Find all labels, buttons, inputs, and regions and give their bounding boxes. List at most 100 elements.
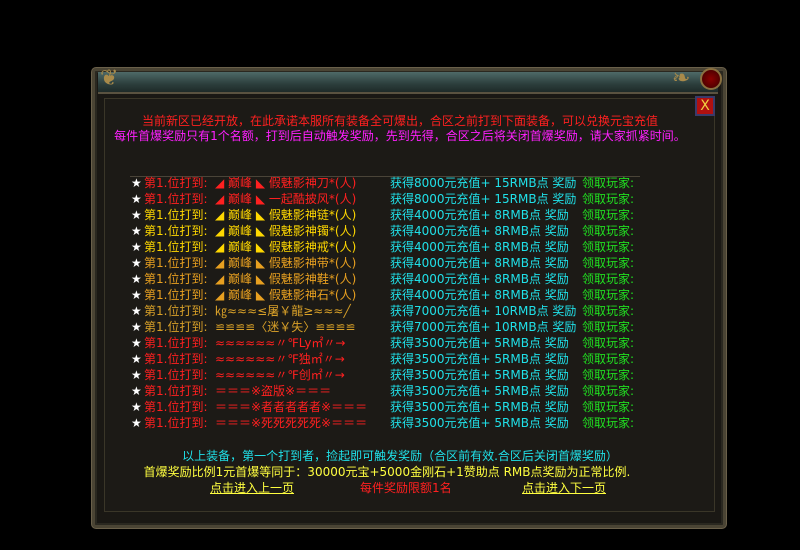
rank-label: 第1.位打到: [144, 400, 208, 414]
star-icon: ★ [131, 288, 142, 302]
star-icon: ★ [131, 336, 142, 350]
item-name: ＝＝＝※盗版※＝＝＝ [215, 384, 332, 398]
reward-text: 获得7000元充值+ 10RMB点 奖励 [390, 304, 577, 318]
footer-ratio: 首爆奖励比例1元首爆等同于：30000元宝+5000金刚石+1赞助点 RMB点奖… [143, 465, 631, 479]
item-name: ◢ 巅峰 ◣ 假魅影神刀*(人) [215, 176, 357, 190]
player-label: 领取玩家: [582, 192, 635, 206]
player-label: 领取玩家: [582, 240, 635, 254]
reward-text: 获得4000元充值+ 8RMB点 奖励 [390, 224, 569, 238]
item-name: ≈≈≈≈≈≈〃℉Ly㎡〃→ [215, 336, 346, 350]
reward-text: 获得3500元充值+ 5RMB点 奖励 [390, 352, 569, 366]
star-icon: ★ [131, 352, 142, 366]
item-name: ◢ 巅峰 ◣ 假魅影神鞋*(人) [215, 272, 357, 286]
star-icon: ★ [131, 384, 142, 398]
reward-text: 获得4000元充值+ 8RMB点 奖励 [390, 288, 569, 302]
table-row: ★ 第1.位打到: ＝＝＝※死死死死死※＝＝＝ 获得3500元充值+ 5RMB点… [131, 415, 691, 431]
rank-label: 第1.位打到: [144, 192, 208, 206]
reward-text: 获得7000元充值+ 10RMB点 奖励 [390, 320, 577, 334]
rank-label: 第1.位打到: [144, 320, 208, 334]
table-row: ★ 第1.位打到: ≈≈≈≈≈≈〃℉创㎡〃→ 获得3500元充值+ 5RMB点 … [131, 367, 691, 383]
rank-label: 第1.位打到: [144, 224, 208, 238]
star-icon: ★ [131, 320, 142, 334]
table-row: ★ 第1.位打到: ≌≌≌≌〈迷￥失〉≌≌≌≌ 获得7000元充值+ 10RMB… [131, 319, 691, 335]
rank-label: 第1.位打到: [144, 384, 208, 398]
player-label: 领取玩家: [582, 256, 635, 270]
content-panel [104, 98, 715, 512]
star-icon: ★ [131, 240, 142, 254]
rank-label: 第1.位打到: [144, 208, 208, 222]
table-row: ★ 第1.位打到: ≈≈≈≈≈≈〃℉独㎡〃→ 获得3500元充值+ 5RMB点 … [131, 351, 691, 367]
item-name: ≈≈≈≈≈≈〃℉独㎡〃→ [215, 352, 345, 366]
rank-label: 第1.位打到: [144, 336, 208, 350]
reward-text: 获得8000元充值+ 15RMB点 奖励 [390, 176, 577, 190]
reward-text: 获得3500元充值+ 5RMB点 奖励 [390, 384, 569, 398]
reward-text: 获得4000元充值+ 8RMB点 奖励 [390, 256, 569, 270]
ornament-left-icon: ❦ [100, 66, 119, 91]
limit-text: 每件奖励限额1名 [360, 481, 452, 495]
table-row: ★ 第1.位打到: ◢ 巅峰 ◣ 假魅影神戒*(人) 获得4000元充值+ 8R… [131, 239, 691, 255]
item-name: ＝＝＝※者者者者者※＝＝＝ [215, 400, 368, 414]
item-name: ＝＝＝※死死死死死※＝＝＝ [215, 416, 368, 430]
player-label: 领取玩家: [582, 176, 635, 190]
table-row: ★ 第1.位打到: ◢ 巅峰 ◣ 假魅影神链*(人) 获得4000元充值+ 8R… [131, 207, 691, 223]
star-icon: ★ [131, 272, 142, 286]
rank-label: 第1.位打到: [144, 272, 208, 286]
rank-label: 第1.位打到: [144, 176, 208, 190]
table-row: ★ 第1.位打到: ≈≈≈≈≈≈〃℉Ly㎡〃→ 获得3500元充值+ 5RMB点… [131, 335, 691, 351]
table-row: ★ 第1.位打到: ◢ 巅峰 ◣ 假魅影神刀*(人) 获得8000元充值+ 15… [131, 175, 691, 191]
footer-note: 以上装备，第一个打到者，捡起即可触发奖励（合区前有效.合区后关闭首爆奖励） [182, 449, 618, 463]
player-label: 领取玩家: [582, 224, 635, 238]
reward-text: 获得4000元充值+ 8RMB点 奖励 [390, 272, 569, 286]
star-icon: ★ [131, 304, 142, 318]
player-label: 领取玩家: [582, 416, 635, 430]
item-name: ㎏≈≈≈≤屠￥龍≥≈≈≈╱ [215, 304, 351, 318]
rank-label: 第1.位打到: [144, 240, 208, 254]
rank-label: 第1.位打到: [144, 256, 208, 270]
item-name: ◢ 巅峰 ◣ 假魅影神带*(人) [215, 256, 357, 270]
prev-page-link[interactable]: 点击进入上一页 [210, 481, 295, 495]
star-icon: ★ [131, 416, 142, 430]
reward-text: 获得4000元充值+ 8RMB点 奖励 [390, 240, 569, 254]
player-label: 领取玩家: [582, 304, 635, 318]
rank-label: 第1.位打到: [144, 304, 208, 318]
ornament-right-icon: ❧ [672, 66, 691, 91]
rank-label: 第1.位打到: [144, 352, 208, 366]
reward-text: 获得3500元充值+ 5RMB点 奖励 [390, 400, 569, 414]
item-name: ≌≌≌≌〈迷￥失〉≌≌≌≌ [215, 320, 356, 334]
reward-text: 获得4000元充值+ 8RMB点 奖励 [390, 208, 569, 222]
star-icon: ★ [131, 256, 142, 270]
table-row: ★ 第1.位打到: ◢ 巅峰 ◣ 一起酷披风*(人) 获得8000元充值+ 15… [131, 191, 691, 207]
rank-label: 第1.位打到: [144, 416, 208, 430]
item-name: ◢ 巅峰 ◣ 假魅影神镯*(人) [215, 224, 357, 238]
reward-text: 获得3500元充值+ 5RMB点 奖励 [390, 368, 569, 382]
star-icon: ★ [131, 208, 142, 222]
star-icon: ★ [131, 368, 142, 382]
table-row: ★ 第1.位打到: ◢ 巅峰 ◣ 假魅影神鞋*(人) 获得4000元充值+ 8R… [131, 271, 691, 287]
player-label: 领取玩家: [582, 320, 635, 334]
table-row: ★ 第1.位打到: ◢ 巅峰 ◣ 假魅影神石*(人) 获得4000元充值+ 8R… [131, 287, 691, 303]
item-name: ◢ 巅峰 ◣ 假魅影神戒*(人) [215, 240, 357, 254]
close-button[interactable]: X [695, 96, 715, 116]
table-row: ★ 第1.位打到: ＝＝＝※者者者者者※＝＝＝ 获得3500元充值+ 5RMB点… [131, 399, 691, 415]
intro-line-2: 每件首爆奖励只有1个名额，打到后自动触发奖励，先到先得，合区之后将关闭首爆奖励，… [114, 129, 686, 143]
next-page-link[interactable]: 点击进入下一页 [522, 481, 607, 495]
rank-label: 第1.位打到: [144, 288, 208, 302]
star-icon: ★ [131, 224, 142, 238]
item-name: ≈≈≈≈≈≈〃℉创㎡〃→ [215, 368, 345, 382]
divider [130, 176, 640, 177]
star-icon: ★ [131, 176, 142, 190]
table-row: ★ 第1.位打到: ＝＝＝※盗版※＝＝＝ 获得3500元充值+ 5RMB点 奖励… [131, 383, 691, 399]
player-label: 领取玩家: [582, 368, 635, 382]
player-label: 领取玩家: [582, 352, 635, 366]
gem-icon [700, 68, 722, 90]
table-row: ★ 第1.位打到: ◢ 巅峰 ◣ 假魅影神镯*(人) 获得4000元充值+ 8R… [131, 223, 691, 239]
player-label: 领取玩家: [582, 400, 635, 414]
table-row: ★ 第1.位打到: ◢ 巅峰 ◣ 假魅影神带*(人) 获得4000元充值+ 8R… [131, 255, 691, 271]
player-label: 领取玩家: [582, 288, 635, 302]
player-label: 领取玩家: [582, 384, 635, 398]
rank-label: 第1.位打到: [144, 368, 208, 382]
reward-text: 获得3500元充值+ 5RMB点 奖励 [390, 416, 569, 430]
player-label: 领取玩家: [582, 272, 635, 286]
item-name: ◢ 巅峰 ◣ 假魅影神石*(人) [215, 288, 357, 302]
star-icon: ★ [131, 192, 142, 206]
